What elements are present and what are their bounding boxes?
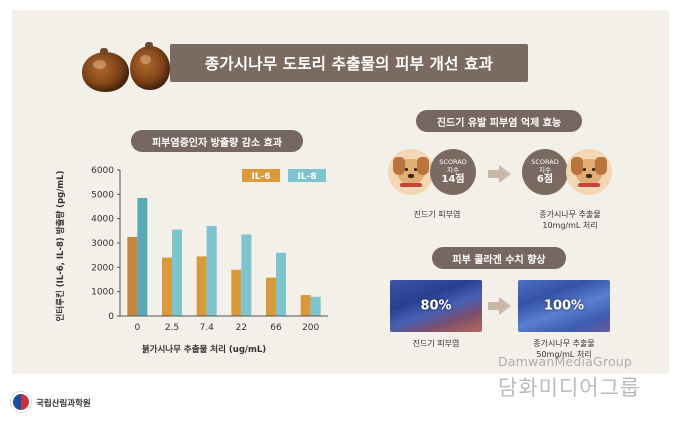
scorad-before-value: 14점: [441, 174, 465, 185]
x-tick-label: 66: [270, 323, 282, 333]
bar-il-8-200: [310, 296, 321, 316]
bar-il-6-7.4: [196, 256, 207, 316]
il-release-bar-chart: 0 1000 2000 3000 4000 5000 6000 0 2.5 7.4 22 66 200…: [55, 166, 328, 355]
collagen-section-label: 피부 콜라겐 수치 향상: [432, 247, 566, 269]
y-tick-label: 4000: [91, 215, 114, 225]
y-axis-title: 인터루킨 (IL-6, IL-8) 방출량 (pg/mL): [55, 170, 66, 321]
y-tick-label: 2000: [91, 263, 114, 273]
bar-il-6-2.5: [162, 257, 172, 316]
y-tick-label: 5000: [91, 190, 114, 200]
legend-swatch-il-8: [288, 169, 326, 182]
bar-il-8-7.4: [206, 225, 217, 316]
mite-section-label: 진드기 유발 피부염 억제 효능: [416, 110, 582, 132]
title-banner: 종가시나무 도토리 추출물의 피부 개선 효과: [170, 44, 528, 82]
scorad-after-value: 6점: [536, 174, 554, 185]
bar-il-8-66: [276, 252, 286, 316]
scorad-before-badge: SCORAD 지수 14점: [430, 149, 476, 195]
watermark-en: DamwanMediaGroup: [498, 354, 633, 369]
arrow-right-icon: [488, 170, 500, 178]
x-tick-label: 7.4: [200, 323, 215, 333]
scorad-after-badge: SCORAD 지수 6점: [522, 149, 568, 195]
bar-il-8-22: [241, 234, 252, 316]
x-axis-title: 붉가시나무 추출물 처리 (ug/mL): [142, 344, 266, 355]
bar-il-6-200: [300, 295, 311, 316]
y-tick-label: 3000: [91, 239, 114, 249]
arrow-right-icon: [499, 297, 511, 315]
legend-swatch-il-6: [242, 169, 280, 182]
bar-il-8-2.5: [172, 229, 182, 316]
bar-il-6-0: [127, 236, 138, 316]
page-title: 종가시나무 도토리 추출물의 피부 개선 효과: [204, 55, 494, 73]
x-tick-label: 2.5: [165, 323, 179, 333]
legend-label-il-8: IL-8: [297, 172, 316, 182]
y-tick-label: 6000: [91, 166, 114, 176]
acorn-icon: [82, 48, 129, 92]
dog-icon: [388, 149, 434, 195]
chart-section-label: 피부염증인자 방출량 감소 효과: [131, 130, 303, 152]
collagen-after-caption: 종가시나무 추출물 50mg/mL 처리: [533, 339, 595, 359]
collagen-after-value: 100%: [543, 298, 585, 314]
legend-label-il-6: IL-6: [251, 172, 270, 182]
y-tick-label: 1000: [91, 288, 114, 298]
mite-after-caption: 종가시나무 추출물 10mg/mL 처리: [539, 210, 601, 230]
collagen-before-caption: 진드기 피부염: [412, 339, 460, 348]
acorn-icon: [130, 42, 170, 90]
logo-icon: [11, 392, 31, 412]
dog-icon: [566, 149, 612, 195]
collagen-after-image: 100%: [518, 280, 610, 332]
bar-il-6-22: [231, 269, 242, 316]
arrow-right-icon: [488, 302, 500, 310]
x-tick-label: 22: [236, 323, 247, 333]
arrow-right-icon: [499, 165, 511, 183]
bar-il-8-0: [137, 197, 148, 316]
mite-before-caption: 진드기 피부염: [413, 210, 461, 219]
y-tick-label: 0: [108, 312, 114, 322]
org-name: 국립산림과학원: [36, 399, 91, 409]
collagen-before-value: 80%: [420, 298, 452, 314]
x-tick-label: 0: [134, 323, 140, 333]
bar-il-6-66: [266, 277, 276, 316]
watermark-ko: 담화미디어그룹: [498, 376, 641, 400]
collagen-before-image: 80%: [390, 280, 482, 332]
x-tick-label: 200: [302, 323, 319, 333]
